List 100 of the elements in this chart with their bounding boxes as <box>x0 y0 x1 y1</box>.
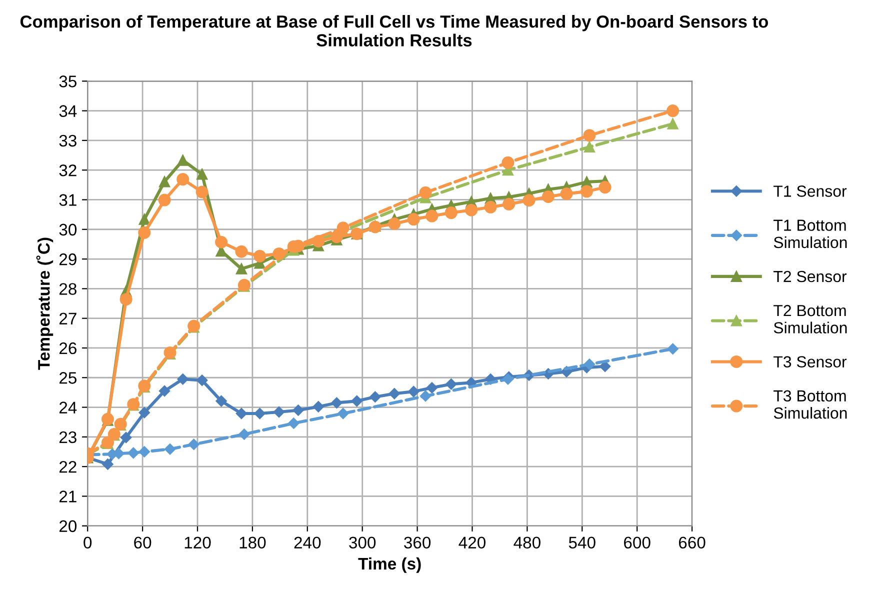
point <box>138 226 151 239</box>
point <box>522 194 536 207</box>
point <box>254 408 266 420</box>
point <box>542 190 555 204</box>
point <box>426 210 438 222</box>
point <box>584 141 596 153</box>
chart-title: Comparison of Temperature at Base of Full Cell vs Time Measured by On-board Sensors to Simulation Results <box>20 15 768 46</box>
y-tick-label: 28 <box>59 283 76 295</box>
y-tick-label: 31 <box>59 194 76 206</box>
legend-label: T1 Bottom Simulation <box>774 220 847 248</box>
point <box>446 378 457 390</box>
point <box>667 343 678 354</box>
point <box>138 214 150 225</box>
y-tick-label: 21 <box>59 490 76 502</box>
point <box>351 395 362 407</box>
x-tick-label: 180 <box>240 536 266 549</box>
point <box>666 104 680 118</box>
point <box>164 443 176 455</box>
point <box>580 185 593 198</box>
point <box>420 390 432 402</box>
point <box>238 428 250 440</box>
x-tick-label: 600 <box>624 536 650 549</box>
point <box>336 222 350 234</box>
point <box>188 438 200 450</box>
point <box>502 374 514 385</box>
point <box>138 446 150 458</box>
point <box>292 404 304 416</box>
x-tick-label: 420 <box>458 536 486 549</box>
point <box>407 213 420 226</box>
point <box>419 186 432 199</box>
legend-label: T3 Sensor <box>774 356 847 368</box>
y-tick-label: 33 <box>59 134 76 147</box>
point <box>120 293 132 306</box>
point <box>120 432 132 444</box>
point <box>370 391 381 403</box>
point <box>158 385 170 397</box>
point <box>177 154 188 166</box>
x-tick-label: 300 <box>349 536 376 549</box>
x-axis-title: Time (s) <box>358 557 421 573</box>
y-tick-label: 34 <box>59 105 77 117</box>
point <box>102 458 114 470</box>
point <box>484 200 497 214</box>
point <box>331 397 342 408</box>
point <box>667 118 678 130</box>
point <box>176 173 190 186</box>
point <box>273 406 285 418</box>
point <box>236 408 248 420</box>
point <box>158 194 171 206</box>
x-tick-label: 120 <box>184 536 211 549</box>
point <box>177 374 188 385</box>
point <box>138 407 150 418</box>
point <box>502 156 514 169</box>
point <box>196 168 208 180</box>
y-tick-label: 30 <box>59 224 77 236</box>
y-tick-label: 29 <box>59 253 76 266</box>
legend-label: T1 Sensor <box>774 186 847 197</box>
x-tick-label: 660 <box>678 536 706 549</box>
legend-label: T3 Bottom Simulation <box>774 390 847 419</box>
point <box>330 230 343 244</box>
point <box>196 186 208 198</box>
y-tick-label: 24 <box>59 402 77 414</box>
point <box>598 181 612 194</box>
point <box>584 358 596 370</box>
y-tick-label: 26 <box>59 342 76 354</box>
point <box>560 188 573 200</box>
legend-label: T2 Bottom Simulation <box>774 304 847 334</box>
y-tick-label: 32 <box>59 164 76 176</box>
point <box>408 386 420 398</box>
point <box>388 388 400 400</box>
y-tick-label: 23 <box>59 431 76 444</box>
point <box>216 395 227 407</box>
legend-label: T2 Sensor <box>774 270 847 282</box>
point <box>128 447 139 459</box>
point <box>158 176 170 188</box>
point <box>502 198 516 210</box>
x-tick-label: 0 <box>84 536 92 549</box>
y-tick-label: 22 <box>59 460 76 473</box>
point <box>196 374 208 386</box>
point <box>235 245 248 258</box>
x-tick-label: 240 <box>294 536 321 549</box>
point <box>465 204 478 216</box>
point <box>288 418 300 429</box>
point <box>583 129 596 142</box>
point <box>254 250 266 262</box>
point <box>312 401 324 412</box>
x-tick-label: 60 <box>134 536 152 549</box>
point <box>388 218 401 230</box>
point <box>338 408 349 420</box>
y-tick-label: 35 <box>59 76 76 88</box>
y-tick-label: 25 <box>59 372 76 384</box>
x-tick-label: 480 <box>514 536 540 549</box>
y-tick-label: 27 <box>59 312 76 324</box>
point <box>236 263 248 274</box>
y-axis-title: Temperature (˚C) <box>36 238 54 370</box>
point <box>215 236 228 248</box>
point <box>444 206 458 220</box>
x-tick-label: 540 <box>568 536 596 549</box>
y-tick-label: 20 <box>59 520 77 532</box>
point <box>426 382 438 394</box>
x-tick-label: 360 <box>404 536 431 549</box>
